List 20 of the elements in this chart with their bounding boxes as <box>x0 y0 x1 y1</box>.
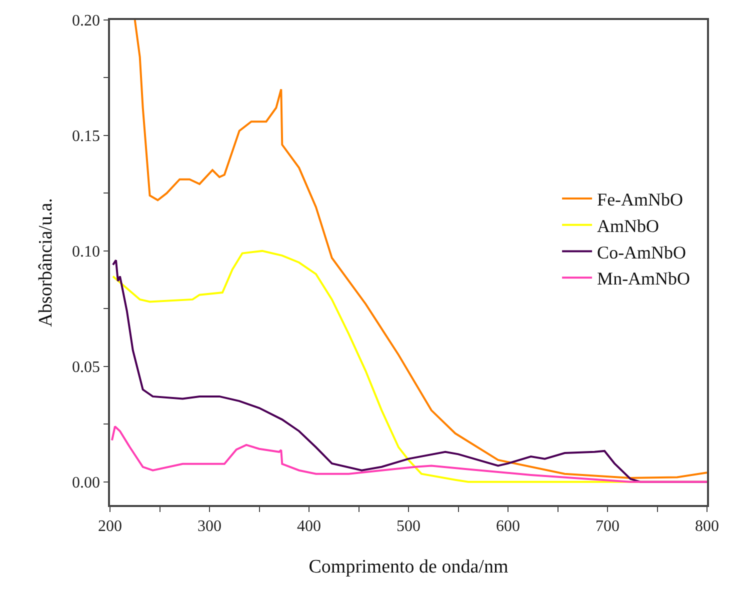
y-tick-label: 0.15 <box>72 128 100 146</box>
legend-label: AmNbO <box>597 216 660 236</box>
x-tick-label: 600 <box>496 518 520 535</box>
y-tick-label: 0.10 <box>72 244 100 261</box>
x-tick-label: 200 <box>98 518 122 535</box>
legend-label: Mn-AmNbO <box>597 268 690 289</box>
line-series <box>110 425 707 483</box>
x-axis-title: Comprimento de onda/nm <box>308 556 508 578</box>
y-tick-label: 0.20 <box>72 12 100 30</box>
legend-label: Fe-AmNbO <box>597 189 684 210</box>
legend-label: Co-AmNbO <box>597 242 686 262</box>
x-tick-label: 700 <box>596 518 620 535</box>
x-tick-label: 500 <box>396 518 420 535</box>
x-tick-label: 800 <box>695 518 719 535</box>
x-tick-label: 300 <box>198 518 222 535</box>
line-series <box>134 20 707 479</box>
y-tick-label: 0.00 <box>72 474 100 492</box>
y-tick-label: 0.05 <box>72 359 100 376</box>
y-axis-title: Absorbância/u.a. <box>35 198 56 327</box>
x-tick-label: 400 <box>297 518 321 535</box>
